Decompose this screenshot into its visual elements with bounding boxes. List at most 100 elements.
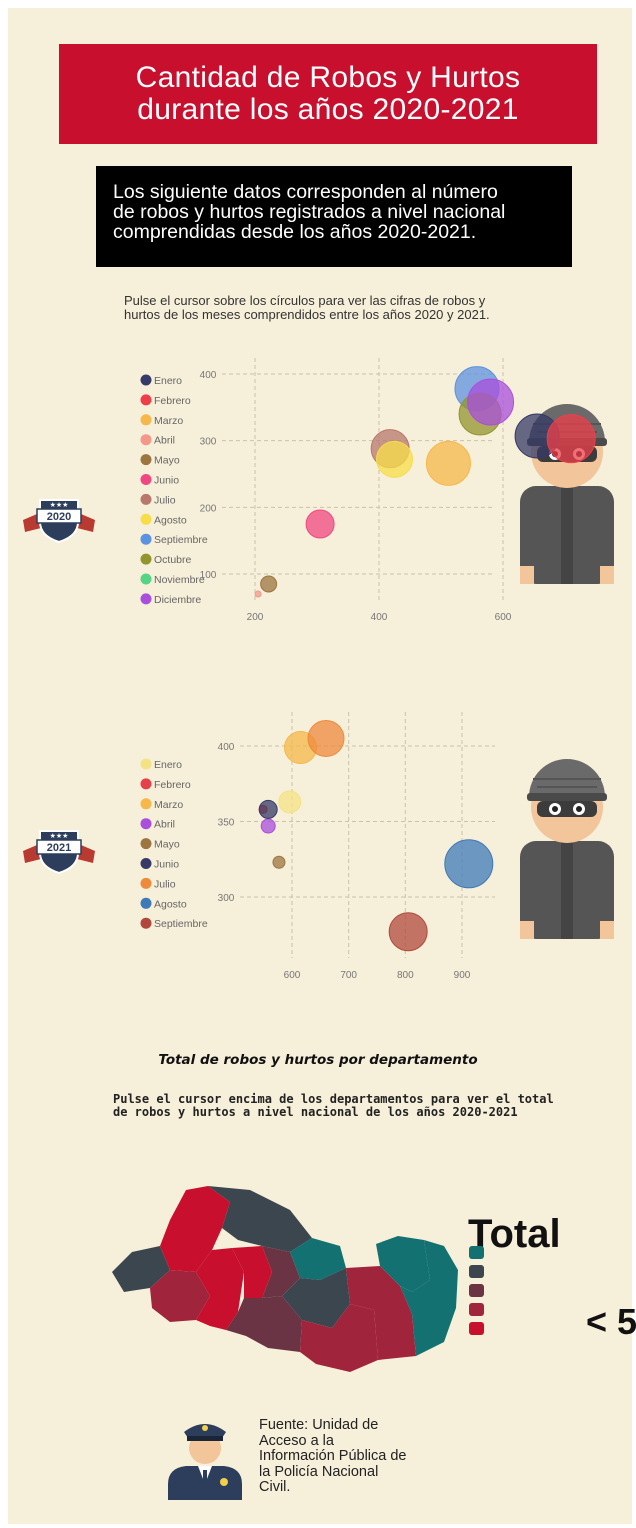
legend-marker[interactable] — [140, 917, 152, 929]
bubble-abril[interactable] — [254, 590, 262, 598]
legend-label[interactable]: Junio — [154, 475, 179, 487]
legend-label[interactable]: Febrero — [154, 395, 191, 407]
bubble-agosto[interactable] — [376, 440, 413, 478]
source-note: Fuente: Unidad de Acceso a la Informació… — [259, 1417, 407, 1496]
legend-label[interactable]: Mayo — [154, 455, 180, 467]
map-section-title: Total de robos y hurtos por departamento — [158, 1052, 478, 1068]
title-line-2: durante los años 2020-2021 — [137, 93, 519, 126]
department-san-salvador[interactable] — [232, 1246, 272, 1298]
legend-marker[interactable] — [140, 897, 152, 909]
legend-marker[interactable] — [140, 778, 152, 790]
bubble-septiembre[interactable] — [388, 912, 428, 952]
source-line-1: Fuente: Unidad de — [259, 1417, 379, 1433]
bubble-diciembre[interactable] — [467, 378, 515, 426]
bubble-enero[interactable] — [278, 790, 302, 814]
chart-instruction-line-2: hurtos de los meses comprendidos entre l… — [124, 307, 490, 322]
y-tick-label: 350 — [218, 818, 235, 829]
year-badge-2020: 2020 ★★★ — [23, 499, 95, 544]
legend-marker[interactable] — [140, 593, 152, 605]
map-instructions: Pulse el cursor encima de los departamen… — [113, 1093, 554, 1119]
legend-marker[interactable] — [140, 858, 152, 869]
thief-icon — [520, 759, 614, 939]
department-sonsonate[interactable] — [150, 1270, 210, 1322]
legend-label[interactable]: Septiembre — [154, 534, 208, 546]
bubble-junio[interactable] — [258, 799, 278, 819]
legend-label[interactable]: Noviembre — [154, 574, 205, 586]
legend-marker[interactable] — [140, 533, 152, 545]
legend-marker[interactable] — [140, 798, 152, 810]
department-san-vicente[interactable] — [282, 1268, 350, 1328]
source-line-5: Civil. — [259, 1479, 291, 1495]
legend-label[interactable]: Febrero — [154, 779, 191, 791]
legend-label[interactable]: Julio — [154, 494, 176, 506]
department-ahuachapan[interactable] — [112, 1246, 170, 1292]
legend-label[interactable]: Marzo — [154, 799, 183, 811]
legend-label[interactable]: Junio — [154, 859, 179, 871]
chart-instructions: Pulse el cursor sobre los círculos para … — [124, 294, 490, 322]
legend-marker[interactable] — [140, 818, 152, 830]
bubble-agosto[interactable] — [444, 839, 494, 889]
source-line-2: Acceso a la — [259, 1432, 334, 1449]
title-line-1: Cantidad de Robos y Hurtos — [135, 61, 521, 94]
bubble-julio[interactable] — [307, 719, 345, 757]
x-tick-label: 600 — [284, 970, 301, 981]
department-la-union[interactable] — [400, 1240, 458, 1356]
legend-label[interactable]: Octubre — [154, 554, 192, 566]
y-tick-label: 100 — [200, 570, 217, 581]
source-line-3: Información Pública de — [259, 1448, 407, 1464]
department-usulutan[interactable] — [300, 1304, 378, 1372]
department-cabanas[interactable] — [290, 1238, 346, 1280]
chart-instruction-line-1: Pulse el cursor sobre los círculos para … — [124, 293, 486, 308]
police-officer-icon — [168, 1424, 242, 1500]
legend-label[interactable]: Agosto — [154, 898, 187, 910]
department-la-libertad[interactable] — [196, 1248, 244, 1330]
legend-label[interactable]: Julio — [154, 878, 176, 890]
bubble-mayo[interactable] — [272, 855, 286, 869]
legend-marker[interactable] — [140, 877, 152, 889]
badge-year-2021: 2021 — [47, 842, 71, 854]
legend-marker[interactable] — [140, 474, 152, 485]
legend-marker[interactable] — [140, 838, 152, 850]
map-legend-swatch-3 — [469, 1284, 484, 1297]
department-morazan[interactable] — [376, 1236, 430, 1292]
legend-marker[interactable] — [140, 573, 152, 585]
legend-label[interactable]: Enero — [154, 759, 182, 771]
legend-marker[interactable] — [140, 513, 152, 525]
legend-marker[interactable] — [140, 758, 152, 770]
bubble-febrero[interactable] — [546, 414, 596, 464]
bubble-marzo[interactable] — [425, 440, 471, 486]
x-tick-label: 800 — [397, 970, 414, 981]
intro-line-2: de robos y hurtos registrados a nivel na… — [113, 201, 506, 223]
y-tick-label: 400 — [218, 742, 235, 753]
y-tick-label: 300 — [218, 893, 235, 904]
x-tick-label: 200 — [247, 612, 264, 623]
bubble-mayo[interactable] — [260, 575, 278, 593]
bubble-abril[interactable] — [260, 818, 276, 834]
department-chalatenango[interactable] — [208, 1186, 312, 1252]
department-santa-ana[interactable] — [160, 1186, 230, 1272]
legend-label[interactable]: Septiembre — [154, 918, 208, 930]
department-san-miguel[interactable] — [346, 1266, 416, 1360]
legend-label[interactable]: Enero — [154, 375, 182, 387]
legend-marker[interactable] — [140, 374, 152, 386]
x-tick-label: 600 — [495, 612, 512, 623]
bubble-junio[interactable] — [305, 509, 335, 539]
legend-marker[interactable] — [140, 454, 152, 466]
legend-marker[interactable] — [140, 414, 152, 426]
department-cuscatlan[interactable] — [262, 1246, 300, 1298]
legend-label[interactable]: Diciembre — [154, 594, 201, 606]
legend-label[interactable]: Mayo — [154, 839, 180, 851]
bubble-charts: 2020 ★★★ 2021 ★★★ — [23, 358, 614, 981]
legend-marker[interactable] — [140, 394, 152, 406]
bubble-chart-1: 100 200 300 400 200 400 600 Enero Febrero Marzo Ab… — [140, 358, 596, 623]
legend-marker[interactable] — [140, 553, 152, 565]
legend-label[interactable]: Agosto — [154, 514, 187, 526]
legend-label[interactable]: Abril — [154, 819, 175, 831]
intro-line-3: comprendidas desde los años 2020-2021. — [113, 221, 477, 243]
legend-label[interactable]: Marzo — [154, 415, 183, 427]
legend-marker[interactable] — [140, 493, 152, 505]
legend-marker[interactable] — [140, 434, 152, 446]
department-la-paz[interactable] — [226, 1296, 302, 1352]
map-instruction-line-1: Pulse el cursor encima de los departamen… — [113, 1092, 554, 1106]
legend-label[interactable]: Abril — [154, 435, 175, 447]
